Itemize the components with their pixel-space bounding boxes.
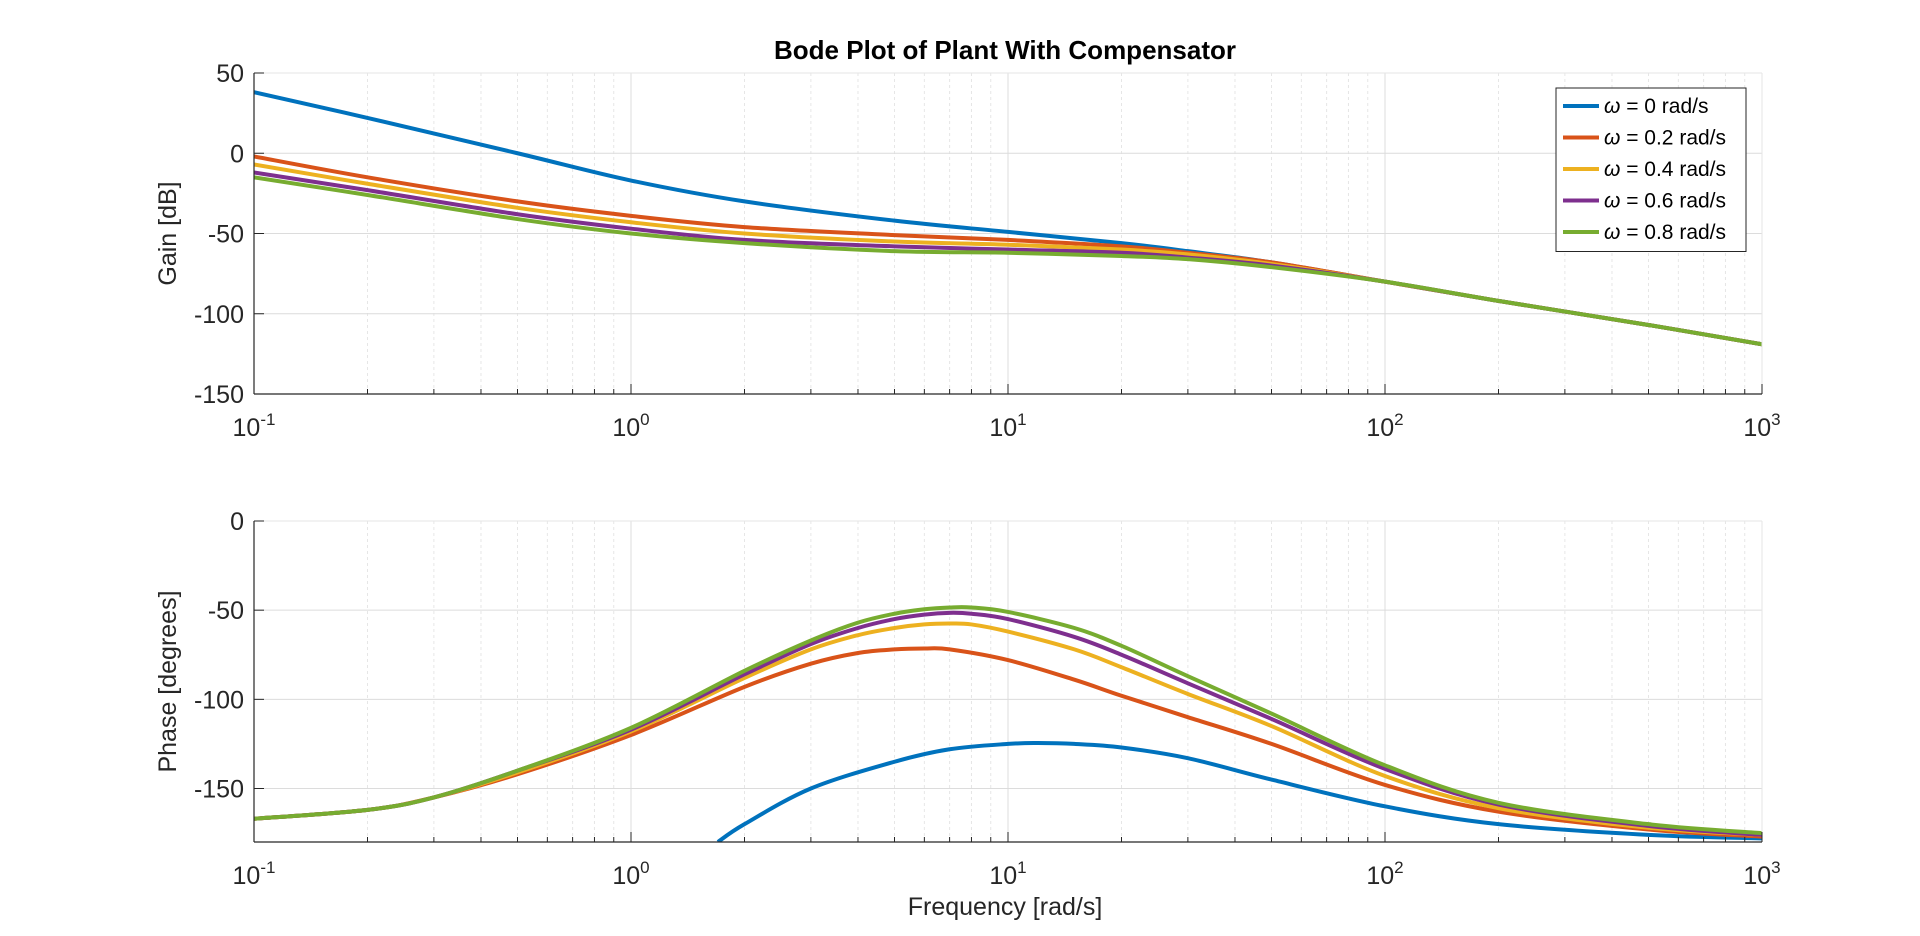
phase-grid [253,520,1763,842]
legend-entry-1: ω = 0.2 rad/s [1604,127,1726,150]
phase-y-tick-label: -100 [194,686,244,714]
legend-entry-3: ω = 0.6 rad/s [1604,190,1726,213]
gain-panel: 10-1 100 101 102 103 50 0 -50 -100 -150 Gain [dB] ω… [154,60,1781,442]
phase-x-tick-label: 100 [612,858,649,890]
gain-y-tick-label: -150 [194,381,244,409]
gain-y-axis-label: Gain [dB] [154,181,182,285]
legend-entry-4: ω = 0.8 rad/s [1604,221,1726,244]
phase-series-line-0 [716,741,1762,842]
phase-x-tick-label: 101 [989,858,1026,890]
legend-entry-0: ω = 0 rad/s [1604,95,1709,118]
gain-y-tick-label: -100 [194,301,244,329]
gain-series [254,90,1762,347]
gain-x-tick-label: 10-1 [233,410,276,442]
gain-y-tick-label: 0 [230,140,244,168]
phase-panel: 10-1 100 101 102 103 0 -50 -100 -150 Phase [degre… [154,508,1781,890]
legend: ω = 0 rad/s ω = 0.2 rad/s ω = 0.4 rad/s ω =… [1555,87,1747,252]
phase-x-tick-label: 102 [1366,858,1403,890]
phase-y-tick-label: -150 [194,776,244,804]
phase-axes: 10-1 100 101 102 103 0 -50 -100 -150 [194,508,1781,890]
phase-y-axis-label: Phase [degrees] [154,590,182,772]
gain-y-tick-label: 50 [216,60,244,88]
x-axis-label: Frequency [rad/s] [908,893,1103,921]
chart-title: Bode Plot of Plant With Compensator [774,35,1236,65]
gain-y-tick-label: -50 [208,221,244,249]
gain-axes: 10-1 100 101 102 103 50 0 -50 -100 -150 [194,60,1781,442]
phase-series-line-4 [254,605,1762,836]
gain-x-tick-label: 100 [612,410,649,442]
phase-series [254,605,1762,842]
phase-y-tick-label: 0 [230,508,244,536]
gain-series-line-4 [254,175,1762,347]
phase-y-tick-label: -50 [208,597,244,625]
gain-x-tick-label: 103 [1743,410,1780,442]
phase-x-tick-label: 103 [1743,858,1780,890]
gain-x-tick-label: 102 [1366,410,1403,442]
gain-x-tick-label: 101 [989,410,1026,442]
legend-entry-2: ω = 0.4 rad/s [1604,158,1726,181]
phase-x-tick-label: 10-1 [233,858,276,890]
